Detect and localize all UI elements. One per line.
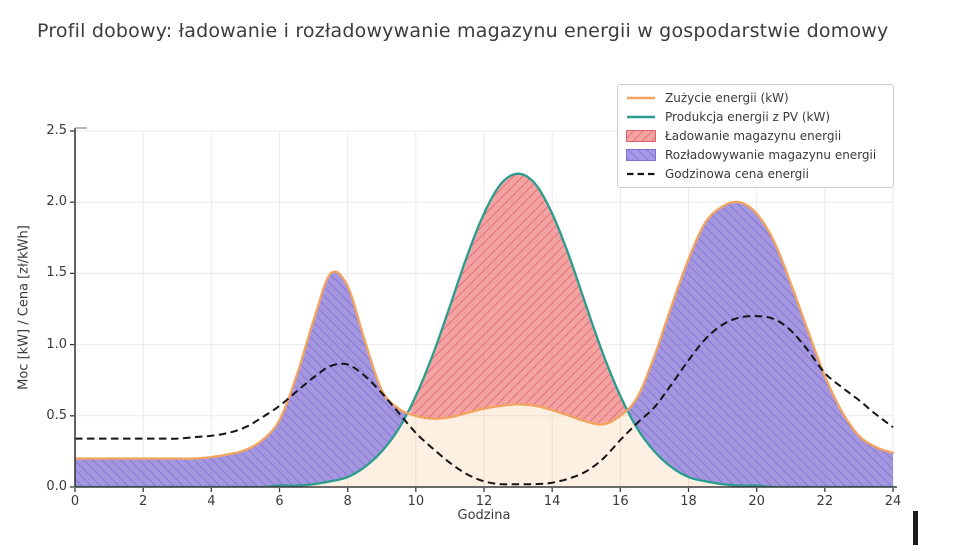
legend-item: Produkcja energii z PV (kW) — [626, 108, 885, 127]
y-tick-label: 1.5 — [46, 265, 67, 281]
y-tick-label: 0.0 — [46, 479, 67, 494]
legend-swatch-line-icon — [626, 91, 656, 105]
legend-label: Ładowanie magazynu energii — [665, 128, 842, 143]
legend-box: Zużycie energii (kW) Produkcja energii z … — [617, 84, 894, 188]
y-tick-label: 2.0 — [46, 194, 67, 210]
text-cursor-artifact — [913, 511, 918, 545]
legend-item: Godzinowa cena energii — [626, 164, 885, 183]
x-axis-label: Godzina — [457, 508, 511, 523]
legend-item: Rozładowywanie magazynu energii — [626, 145, 885, 164]
legend-swatch-area-icon — [626, 148, 656, 162]
legend-item: Ładowanie magazynu energii — [626, 127, 885, 146]
legend-label: Zużycie energii (kW) — [665, 91, 789, 106]
legend-item: Zużycie energii (kW) — [626, 89, 885, 108]
x-tick-label: 8 — [343, 494, 352, 509]
legend-swatch-dashed-line-icon — [626, 167, 656, 181]
legend-swatch-line-icon — [626, 110, 656, 124]
x-tick-label: 10 — [407, 494, 425, 509]
y-tick-label: 2.5 — [46, 123, 67, 138]
x-tick-label: 2 — [139, 494, 148, 509]
legend-swatch-area-icon — [626, 129, 656, 143]
x-tick-label: 16 — [612, 494, 629, 509]
legend-label: Godzinowa cena energii — [665, 166, 809, 181]
x-tick-label: 14 — [543, 494, 561, 509]
chart-title: Profil dobowy: ładowanie i rozładowywani… — [37, 20, 889, 42]
y-axis-label: Moc [kW] / Cena [zł/kWh] — [16, 225, 32, 390]
x-tick-label: 24 — [884, 494, 902, 509]
y-tick-label: 1.0 — [46, 336, 67, 352]
x-tick-label: 12 — [475, 494, 493, 509]
x-tick-label: 20 — [748, 494, 765, 509]
legend-label: Produkcja energii z PV (kW) — [665, 110, 831, 125]
legend-label: Rozładowywanie magazynu energii — [665, 147, 877, 162]
y-tick-label: 0.5 — [46, 407, 67, 423]
x-tick-label: 22 — [816, 494, 834, 509]
x-tick-label: 0 — [70, 494, 80, 509]
x-tick-label: 4 — [207, 494, 216, 509]
x-tick-label: 18 — [680, 494, 697, 509]
x-tick-label: 6 — [275, 494, 284, 509]
